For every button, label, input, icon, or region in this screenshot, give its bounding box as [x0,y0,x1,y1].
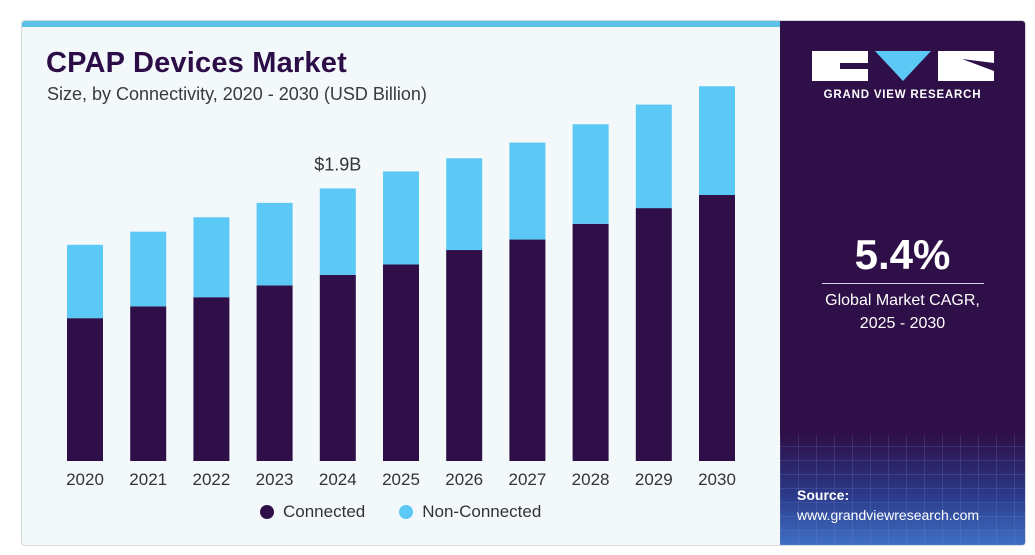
source-label: Source: [797,487,850,503]
x-tick-label-2028: 2028 [572,470,610,489]
divider [822,283,984,284]
bar-non-connected-2027 [509,142,546,240]
legend-label-non-connected: Non-Connected [422,502,542,521]
bar-non-connected-2021 [130,231,167,307]
x-tick-label-2020: 2020 [66,470,104,489]
bar-non-connected-2020 [67,244,103,319]
legend-item-non-connected: Non-Connected [399,502,541,522]
x-tick-label-2029: 2029 [635,470,673,489]
x-tick-label-2022: 2022 [192,470,230,489]
sidebar-panel: GRAND VIEW RESEARCH 5.4% Global Market C… [780,21,1025,545]
cagr-value: 5.4% [854,231,951,278]
bar-connected-2026 [446,250,483,461]
grand-view-research-logo-icon [812,51,994,81]
data-label-2024: $1.9B [314,154,361,174]
cagr-label-line2: 2025 - 2030 [859,315,946,332]
bar-connected-2025 [383,264,419,461]
bar-non-connected-2028 [572,124,609,224]
bar-connected-2030 [699,195,735,461]
legend-swatch-connected [260,505,274,519]
legend-item-connected: Connected [260,502,365,522]
bar-non-connected-2025 [383,171,419,265]
bar-non-connected-2029 [635,104,672,209]
bar-non-connected-2023 [256,202,293,286]
bar-connected-2020 [67,318,103,461]
x-tick-label-2023: 2023 [256,470,294,489]
x-tick-label-2021: 2021 [129,470,167,489]
bar-non-connected-2024 [319,188,356,275]
chart-subtitle: Size, by Connectivity, 2020 - 2030 (USD … [47,84,427,104]
bar-connected-2028 [572,223,609,461]
x-tick-label-2024: 2024 [319,470,357,489]
legend-swatch-non-connected [399,505,414,519]
cagr-label: Global Market CAGR, 2025 - 2030 [780,289,1025,335]
source-url: www.grandviewresearch.com [797,507,980,523]
bar-non-connected-2022 [193,217,230,298]
bar-connected-2022 [193,297,230,461]
legend-label-connected: Connected [283,502,366,521]
bar-connected-2029 [635,208,672,461]
bar-connected-2027 [509,239,546,461]
infographic-card: CPAP Devices Market Size, by Connectivit… [21,20,1026,546]
chart-title: CPAP Devices Market [46,47,347,79]
accent-line [22,21,780,27]
source-block: Source: www.grandviewresearch.com [797,485,979,525]
bar-non-connected-2030 [699,86,735,195]
bar-connected-2023 [256,285,293,461]
bar-connected-2024 [319,274,356,461]
cagr-label-line1: Global Market CAGR, [825,292,980,309]
x-tick-label-2030: 2030 [698,470,736,489]
x-tick-label-2027: 2027 [508,470,546,489]
bar-connected-2021 [130,306,167,461]
decorative-grid-floor [780,435,1025,545]
brand-name: GRAND VIEW RESEARCH [823,89,982,101]
stacked-bar-chart: 2020 2021 2022 2023 2024 $1.9B 2025 2026 2027 202… [66,86,736,489]
chart-legend: Connected Non-Connected [260,502,575,522]
x-tick-label-2026: 2026 [445,470,483,489]
bar-non-connected-2026 [446,158,483,251]
x-tick-label-2025: 2025 [382,470,420,489]
